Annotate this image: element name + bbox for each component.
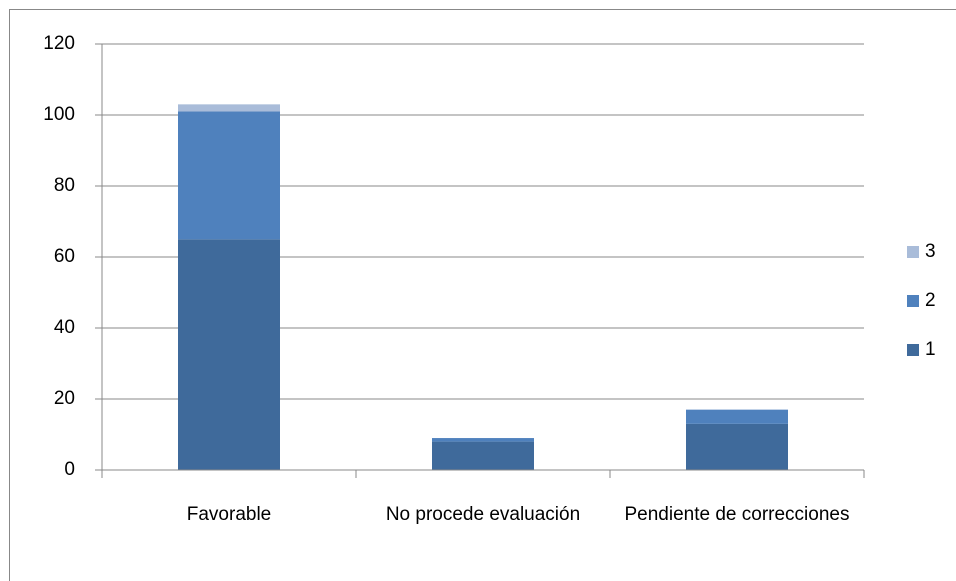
y-tick-label: 80 [54,175,75,196]
y-tick-label: 0 [64,459,75,480]
legend-label: 2 [925,290,936,311]
y-tick-label: 60 [54,246,75,267]
bar-segment [178,104,280,112]
y-tick-label: 120 [43,33,75,54]
x-tick-label: No procede evaluación [385,504,581,525]
bar-segment [178,239,280,470]
bar-segment [686,409,788,424]
x-tick-label: Pendiente de correcciones [624,504,850,525]
legend-label: 3 [925,241,936,262]
y-tick-label: 40 [54,317,75,338]
legend-swatch [907,246,919,258]
y-tick-label: 100 [43,104,75,125]
bar-segment [178,111,280,240]
legend-swatch [907,295,919,307]
bar-segment [432,438,534,442]
chart-frame [9,9,956,581]
bar-segment [686,423,788,470]
legend-label: 1 [925,339,936,360]
bar-segment [432,441,534,470]
x-tick-label: Favorable [186,504,272,525]
legend-swatch [907,344,919,356]
y-tick-label: 20 [54,388,75,409]
